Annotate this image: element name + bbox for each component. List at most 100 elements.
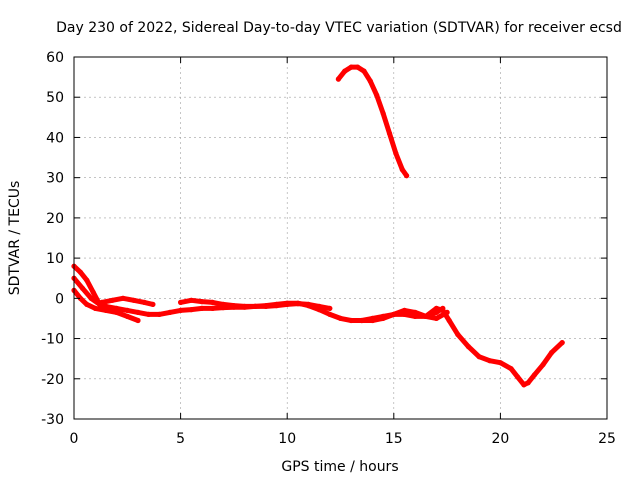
data-point (124, 313, 130, 319)
data-point (103, 303, 109, 309)
data-point (476, 354, 482, 360)
data-point (433, 305, 439, 311)
data-point (549, 350, 555, 356)
data-point (327, 305, 333, 311)
data-point (374, 92, 380, 98)
data-point (348, 64, 354, 70)
data-point (273, 303, 280, 309)
data-point (210, 305, 216, 311)
x-tick-label: 20 (491, 431, 509, 447)
data-point (440, 307, 446, 313)
data-point (84, 301, 90, 307)
y-tick-label: -10 (41, 332, 64, 348)
y-tick-label: 50 (46, 90, 64, 106)
data-point (220, 301, 226, 307)
data-point (423, 313, 429, 319)
data-point (295, 301, 301, 307)
data-point (367, 78, 373, 84)
y-tick-label: 40 (46, 130, 64, 146)
data-point (393, 150, 399, 157)
data-point (120, 295, 126, 301)
data-point (521, 382, 527, 388)
y-axis-label: SDTVAR / TECUs (7, 181, 23, 296)
data-point (150, 301, 156, 307)
series-satellite-arc-h (423, 305, 565, 388)
data-point (412, 309, 418, 315)
data-point (231, 303, 237, 309)
data-point (135, 309, 141, 315)
data-point (141, 299, 147, 305)
data-point (252, 303, 258, 309)
data-point (508, 366, 514, 372)
data-point (391, 311, 397, 317)
data-point (337, 315, 344, 321)
x-tick-label: 25 (598, 431, 616, 447)
data-point (124, 307, 130, 313)
data-point (146, 311, 152, 317)
data-point (487, 358, 493, 364)
data-point (178, 299, 184, 305)
data-point (178, 307, 184, 313)
data-point (77, 295, 83, 301)
series-satellite-arc-i (335, 64, 410, 179)
data-point (369, 317, 376, 324)
data-point (399, 167, 405, 173)
y-tick-label: -20 (41, 372, 64, 388)
data-point (109, 297, 115, 303)
data-point (342, 68, 348, 74)
data-point (455, 331, 461, 338)
data-point (88, 295, 94, 301)
data-point (327, 311, 333, 317)
x-axis-label: GPS time / hours (281, 459, 398, 475)
data-point (401, 307, 408, 313)
tick-layer: 0 5 10 15 20 25 -30 -20 -10 0 10 20 30 40 50 60 (41, 50, 616, 447)
data-point (99, 299, 105, 305)
data-point (465, 344, 471, 350)
data-point (199, 305, 205, 311)
data-point (514, 374, 521, 380)
data-point (156, 311, 162, 317)
data-point (84, 277, 90, 283)
data-point (355, 64, 361, 70)
y-tick-label: 10 (46, 251, 64, 267)
data-point (305, 301, 312, 307)
plot-frame (73, 56, 608, 420)
data-point (188, 297, 194, 303)
data-point (540, 362, 546, 368)
data-point (167, 309, 173, 315)
data-point (559, 340, 565, 346)
data-point (242, 303, 248, 309)
x-tick-label: 0 (70, 431, 79, 447)
data-point (359, 317, 365, 324)
data-point (446, 317, 452, 324)
data-point (316, 303, 322, 309)
series-layer (71, 64, 565, 388)
data-point (131, 297, 137, 303)
y-tick-label: 30 (46, 171, 64, 187)
data-point (263, 303, 269, 309)
y-tick-label: 0 (55, 291, 64, 307)
data-point (77, 269, 83, 275)
y-tick-label: 20 (46, 211, 64, 227)
data-point (79, 285, 86, 291)
data-point (114, 305, 120, 311)
grid-layer (74, 57, 607, 419)
x-tick-label: 5 (176, 431, 185, 447)
data-point (335, 76, 341, 82)
data-point (386, 130, 393, 136)
y-tick-label: -30 (41, 412, 64, 428)
data-point (188, 307, 194, 313)
data-point (92, 305, 98, 311)
data-point (361, 68, 367, 74)
data-point (525, 380, 531, 386)
chart-title: Day 230 of 2022, Sidereal Day-to-day VTE… (56, 20, 622, 36)
data-point (380, 315, 386, 321)
data-point (284, 301, 290, 307)
data-point (199, 299, 205, 305)
data-point (497, 360, 503, 366)
data-point (135, 317, 141, 324)
data-point (348, 317, 354, 324)
data-point (380, 110, 386, 116)
x-tick-label: 10 (278, 431, 296, 447)
